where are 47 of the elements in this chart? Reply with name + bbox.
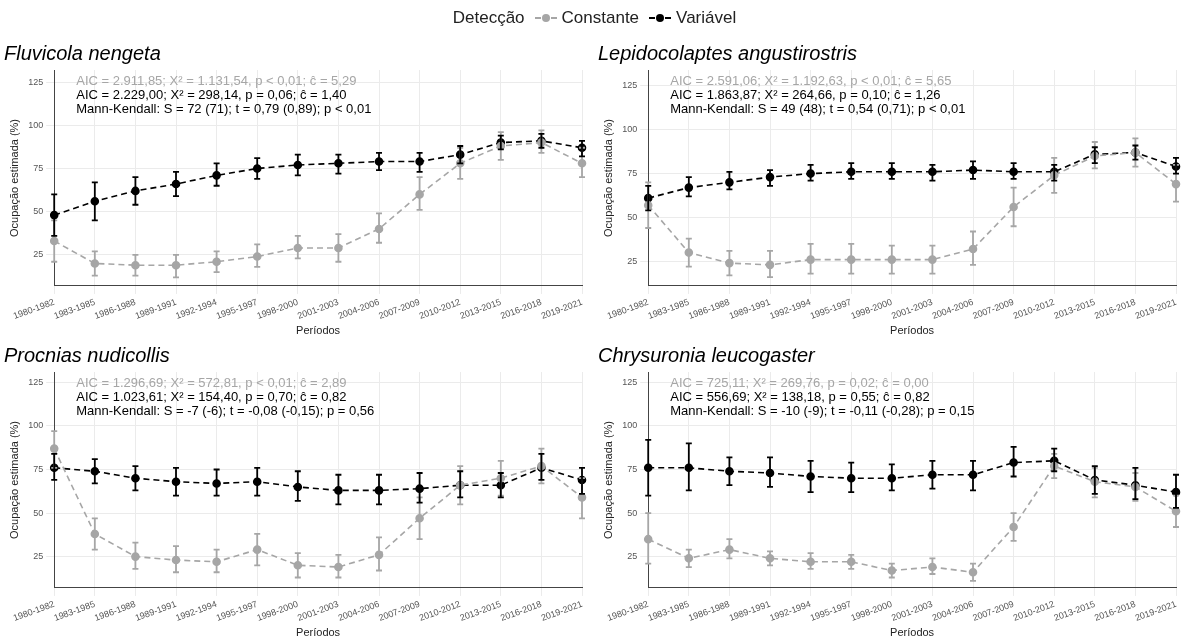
y-axis-title: Ocupação estimada (%)	[601, 420, 614, 539]
y-tick-label: 100	[622, 124, 638, 135]
annotation: AIC = 1.296,69; X² = 572,81, p < 0,01; ĉ = 2,89	[76, 375, 347, 391]
annotation: AIC = 1.023,61; X² = 154,40, p = 0,70; ĉ = 0,82	[76, 389, 347, 405]
annotation: Mann-Kendall: S = -10 (-9); t = -0,11 (-0,28); p = 0,15	[670, 403, 975, 419]
chart-title: Lepidocolaptes angustirostris	[598, 41, 858, 64]
y-tick-label: 75	[33, 464, 44, 474]
legend-label: Variável	[676, 8, 737, 28]
annotation: Mann-Kendall: S = 72 (71); t = 0,79 (0,89); p < 0,01	[76, 101, 372, 117]
chart-title: Chrysuronia leucogaster	[598, 343, 817, 366]
y-tick-label: 75	[627, 168, 638, 179]
legend-title: Detecção	[452, 8, 525, 28]
y-tick-label: 100	[28, 119, 44, 130]
y-tick-label: 125	[622, 376, 638, 387]
x-axis-title: Períodos	[890, 626, 935, 639]
y-tick-label: 50	[627, 507, 638, 518]
y-tick-label: 25	[627, 255, 638, 266]
chart-title: Procnias nudicollis	[4, 343, 170, 366]
y-tick-label: 100	[622, 420, 638, 431]
y-tick-label: 75	[33, 162, 44, 173]
annotation: Mann-Kendall: S = -7 (-6); t = -0,08 (-0,15); p = 0,56	[76, 403, 375, 419]
y-tick-label: 25	[33, 249, 44, 260]
x-axis-title: Períodos	[296, 626, 341, 639]
y-tick-label: 100	[28, 420, 44, 431]
y-axis-title: Ocupação estimada (%)	[601, 118, 614, 237]
legend-label: Constante	[561, 8, 640, 28]
x-axis-title: Períodos	[890, 324, 935, 337]
y-tick-label: 125	[622, 80, 638, 91]
y-tick-label: 50	[33, 507, 44, 518]
y-tick-label: 125	[28, 76, 44, 87]
x-axis-title: Períodos	[296, 324, 341, 337]
y-tick-label: 125	[28, 376, 44, 387]
y-axis-title: Ocupação estimada (%)	[7, 420, 20, 539]
annotation: AIC = 2.591,06; X² = 1.192,63, p < 0,01; ĉ = 5,65	[670, 73, 952, 89]
y-tick-label: 25	[627, 551, 638, 562]
annotation: AIC = 2.229,00; X² = 298,14, p = 0,06; ĉ = 1,40	[76, 87, 347, 103]
y-tick-label: 25	[33, 551, 44, 562]
annotation: AIC = 556,69; X² = 138,18, p = 0,55; ĉ = 0,82	[670, 389, 930, 405]
y-tick-label: 75	[627, 464, 638, 474]
y-tick-label: 50	[627, 211, 638, 222]
annotation: AIC = 1.863,87; X² = 264,66, p = 0,10; ĉ = 1,26	[670, 87, 941, 103]
annotation: Mann-Kendall: S = 49 (48); t = 0,54 (0,71); p < 0,01	[670, 101, 966, 117]
annotation: AIC = 2.911,85; X² = 1.131,54, p < 0,01; ĉ = 5,29	[76, 73, 357, 89]
y-tick-label: 50	[33, 206, 44, 217]
chart-title: Fluvicola nengeta	[4, 41, 161, 64]
y-axis-title: Ocupação estimada (%)	[7, 118, 20, 237]
annotation: AIC = 725,11; X² = 269,76, p = 0,02; ĉ = 0,00	[670, 375, 929, 391]
